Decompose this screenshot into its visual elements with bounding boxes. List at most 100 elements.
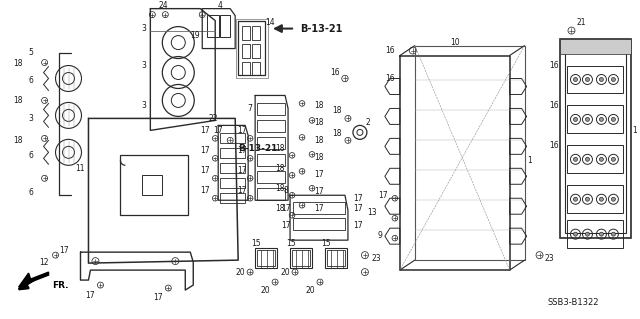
Text: 17: 17 bbox=[59, 246, 68, 255]
Text: 18: 18 bbox=[275, 184, 285, 193]
Bar bbox=[257, 137, 285, 149]
Text: 17: 17 bbox=[281, 204, 291, 213]
Circle shape bbox=[600, 78, 604, 81]
Text: FR.: FR. bbox=[52, 281, 69, 290]
Text: 18: 18 bbox=[314, 101, 324, 110]
Text: 4: 4 bbox=[218, 1, 223, 10]
Bar bbox=[242, 44, 250, 57]
Text: 1: 1 bbox=[527, 156, 532, 165]
Circle shape bbox=[600, 232, 604, 236]
Text: 17: 17 bbox=[353, 204, 363, 213]
Text: 17: 17 bbox=[314, 187, 324, 196]
Text: B-13-21: B-13-21 bbox=[300, 24, 342, 33]
Text: 18: 18 bbox=[332, 129, 342, 138]
Text: 17: 17 bbox=[200, 146, 210, 155]
Circle shape bbox=[573, 232, 577, 236]
Bar bbox=[293, 218, 345, 230]
Text: 2: 2 bbox=[365, 118, 371, 127]
Text: 18: 18 bbox=[314, 136, 324, 145]
Bar bbox=[568, 106, 623, 133]
Text: 12: 12 bbox=[39, 258, 48, 267]
Text: 7: 7 bbox=[248, 104, 253, 113]
Text: 16: 16 bbox=[385, 74, 395, 83]
Text: 16: 16 bbox=[548, 141, 558, 150]
Text: 17: 17 bbox=[200, 166, 210, 175]
Text: 18: 18 bbox=[314, 153, 324, 162]
Text: 22: 22 bbox=[209, 114, 218, 123]
Text: 23: 23 bbox=[371, 254, 381, 263]
Bar bbox=[257, 103, 285, 115]
Bar bbox=[220, 148, 245, 158]
Bar bbox=[220, 133, 245, 143]
Circle shape bbox=[611, 117, 616, 122]
Circle shape bbox=[611, 78, 616, 81]
Text: 20: 20 bbox=[260, 286, 270, 294]
Bar bbox=[293, 202, 345, 214]
Bar bbox=[220, 163, 245, 173]
Bar bbox=[252, 26, 260, 40]
Circle shape bbox=[600, 117, 604, 122]
Text: 20: 20 bbox=[280, 268, 290, 277]
Text: 17: 17 bbox=[353, 194, 363, 203]
Text: 17: 17 bbox=[200, 186, 210, 195]
Text: 3: 3 bbox=[141, 61, 146, 70]
Bar bbox=[242, 26, 250, 40]
Bar bbox=[290, 248, 312, 268]
Text: SSB3-B1322: SSB3-B1322 bbox=[548, 298, 599, 307]
Bar bbox=[255, 248, 277, 268]
Text: 3: 3 bbox=[141, 101, 146, 110]
Circle shape bbox=[586, 78, 589, 81]
Text: 18: 18 bbox=[275, 144, 285, 153]
Text: 17: 17 bbox=[353, 221, 363, 230]
Bar bbox=[207, 15, 220, 37]
Polygon shape bbox=[19, 272, 49, 287]
Circle shape bbox=[586, 117, 589, 122]
Text: 21: 21 bbox=[577, 18, 586, 27]
Circle shape bbox=[586, 157, 589, 161]
Text: 17: 17 bbox=[314, 204, 324, 213]
Bar bbox=[327, 250, 345, 266]
Bar bbox=[568, 65, 623, 93]
Text: 18: 18 bbox=[13, 96, 22, 105]
Text: 15: 15 bbox=[286, 239, 296, 248]
Text: 3: 3 bbox=[141, 24, 146, 33]
Bar bbox=[568, 185, 623, 213]
Bar bbox=[559, 39, 632, 54]
Circle shape bbox=[586, 197, 589, 201]
Circle shape bbox=[586, 232, 589, 236]
Circle shape bbox=[573, 78, 577, 81]
Text: 17: 17 bbox=[86, 291, 95, 300]
Text: 18: 18 bbox=[275, 164, 285, 173]
Bar bbox=[325, 248, 347, 268]
Bar bbox=[252, 44, 260, 57]
Bar bbox=[559, 39, 632, 238]
Text: 16: 16 bbox=[385, 46, 395, 55]
Bar bbox=[257, 154, 285, 166]
Text: 17: 17 bbox=[378, 191, 388, 200]
Text: 23: 23 bbox=[545, 254, 554, 263]
Text: 20: 20 bbox=[236, 268, 245, 277]
Text: 18: 18 bbox=[275, 204, 285, 213]
Bar bbox=[568, 145, 623, 173]
Text: 17: 17 bbox=[213, 126, 223, 135]
Bar bbox=[220, 15, 230, 37]
Bar bbox=[120, 155, 188, 215]
Bar bbox=[142, 175, 163, 195]
Bar bbox=[242, 62, 250, 76]
Text: 20: 20 bbox=[305, 286, 315, 294]
Bar bbox=[564, 44, 627, 233]
Text: 17: 17 bbox=[237, 146, 247, 155]
Text: 17: 17 bbox=[200, 126, 210, 135]
Text: 6: 6 bbox=[28, 188, 33, 197]
Circle shape bbox=[611, 197, 616, 201]
Text: 18: 18 bbox=[314, 118, 324, 127]
Text: 3: 3 bbox=[28, 114, 33, 123]
Text: 11: 11 bbox=[75, 164, 84, 173]
Bar bbox=[257, 171, 285, 183]
Text: 6: 6 bbox=[28, 151, 33, 160]
Circle shape bbox=[611, 157, 616, 161]
Bar bbox=[220, 193, 245, 203]
Text: 6: 6 bbox=[28, 76, 33, 85]
Text: 17: 17 bbox=[154, 293, 163, 301]
Text: 17: 17 bbox=[237, 166, 247, 175]
